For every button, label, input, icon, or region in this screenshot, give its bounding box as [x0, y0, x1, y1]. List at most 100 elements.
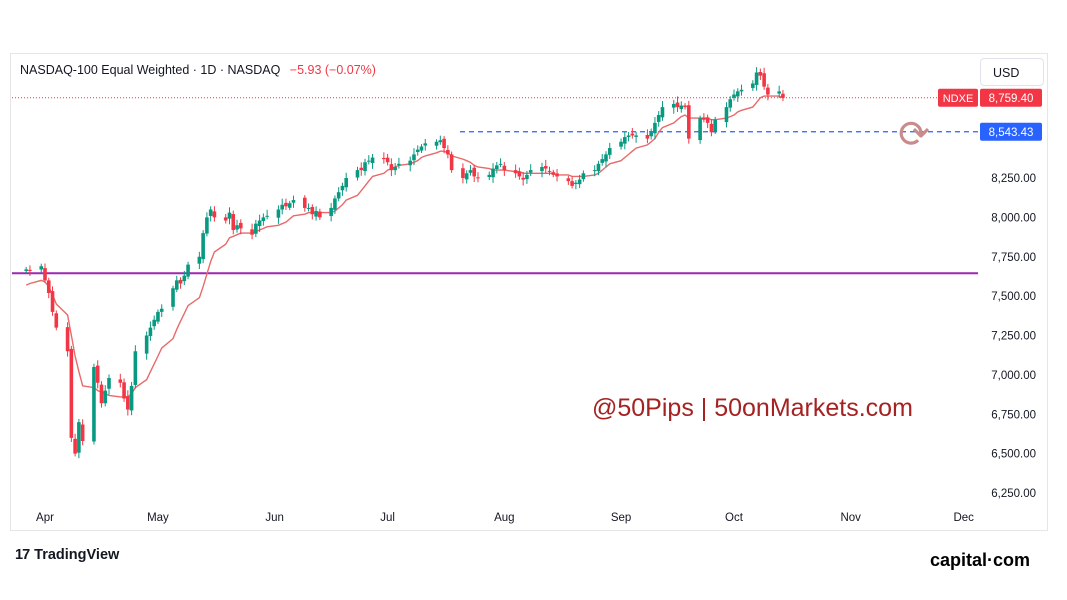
y-tick-label: 7,750.00 [991, 252, 1036, 264]
candle-body [495, 165, 499, 170]
candle-body [415, 149, 420, 153]
y-tick-label: 7,500.00 [991, 291, 1036, 303]
candle-body [739, 89, 744, 92]
candle-body [238, 222, 243, 229]
candle-body [329, 207, 333, 216]
candle-body [171, 288, 175, 307]
candle-body [318, 211, 322, 218]
candle-body [54, 313, 59, 328]
candle-body [623, 137, 627, 144]
moving-average-line [25, 95, 784, 398]
candle-body [306, 207, 311, 209]
candle-body [675, 102, 680, 108]
candle-body [574, 182, 578, 184]
candle-body [107, 378, 111, 389]
candle-body [487, 174, 492, 178]
candle-body [698, 118, 702, 141]
candle-body [442, 138, 446, 149]
candle-body [235, 225, 239, 230]
candle-body [446, 149, 450, 155]
candle-body [438, 140, 443, 143]
y-tick-label: 8,000.00 [991, 212, 1036, 224]
refresh-icon[interactable]: ⟳ [898, 112, 930, 156]
candle-body [434, 141, 439, 146]
candle-body [543, 166, 548, 169]
candle-body [77, 422, 81, 453]
candle-body [333, 198, 337, 210]
y-tick-label: 6,750.00 [991, 409, 1036, 421]
currency-selector[interactable]: USD [980, 58, 1044, 86]
candle-body [24, 269, 28, 271]
candle-body [250, 229, 254, 235]
y-tick-label: 6,500.00 [991, 449, 1036, 461]
tradingview-logo-icon: 17 [15, 547, 30, 563]
candle-body [607, 148, 612, 155]
candle-body [419, 146, 424, 151]
candle-body [174, 280, 179, 290]
candle-body [99, 384, 104, 404]
candle-body [212, 211, 217, 218]
candle-body [660, 107, 665, 118]
x-tick-label: May [147, 512, 169, 524]
candle-body [80, 424, 85, 442]
candle-body [122, 382, 126, 399]
candle-body [423, 143, 428, 146]
candle-body [751, 83, 755, 88]
candle-body [502, 165, 507, 171]
candle-body [449, 154, 454, 171]
candle-body [178, 279, 183, 284]
candle-body [472, 167, 477, 177]
candle-body [645, 135, 650, 139]
candle-body [340, 185, 345, 191]
candle-body [498, 163, 503, 165]
candle-body [95, 365, 100, 383]
candle-body [336, 192, 341, 199]
x-tick-label: Jul [380, 512, 395, 524]
candle-body [69, 348, 74, 438]
candle-body [370, 157, 375, 164]
candle-body [43, 268, 47, 281]
candle-body [581, 173, 586, 180]
level-price-label: 8,543.43 [989, 127, 1034, 139]
candle-body [201, 233, 205, 260]
candle-body [705, 117, 710, 123]
candle-body [148, 327, 153, 336]
candle-body [656, 115, 661, 122]
candle-body [46, 280, 51, 293]
candle-body [287, 203, 292, 208]
tradingview-label: TradingView [34, 547, 120, 563]
candle-body [159, 308, 164, 312]
candle-body [39, 266, 44, 270]
capital-com-logo[interactable]: capital·com [930, 550, 1031, 570]
tradingview-logo[interactable]: 17 TradingView [15, 547, 119, 563]
candle-body [596, 163, 601, 172]
candle-body [182, 275, 187, 282]
candle-body [728, 99, 733, 108]
candle-body [227, 212, 232, 219]
candle-body [476, 177, 480, 179]
watermark-text: @50Pips | 50onMarkets.com [592, 394, 913, 422]
candle-body [683, 105, 687, 108]
candle-body [566, 178, 571, 182]
candle-body [713, 119, 717, 132]
price-change: −5.93 (−0.07%) [289, 63, 376, 77]
candle-body [412, 154, 416, 161]
candle-body [265, 215, 269, 217]
symbol-title: NASDAQ-100 Equal Weighted · 1D · NASDAQ [20, 63, 281, 77]
candle-body [314, 211, 318, 217]
x-tick-label: Nov [840, 512, 861, 524]
candle-body [491, 168, 495, 178]
x-tick-label: Apr [36, 512, 54, 524]
candle-body [103, 390, 108, 404]
candle-body [92, 367, 96, 442]
candle-body [408, 160, 413, 166]
candle-body [630, 133, 635, 136]
candle-body [555, 173, 559, 177]
candle-body [781, 93, 785, 98]
candle-body [65, 327, 70, 352]
x-tick-label: Oct [725, 512, 744, 524]
candle-body [551, 172, 556, 175]
candle-body [257, 220, 262, 227]
candle-body [129, 385, 134, 411]
